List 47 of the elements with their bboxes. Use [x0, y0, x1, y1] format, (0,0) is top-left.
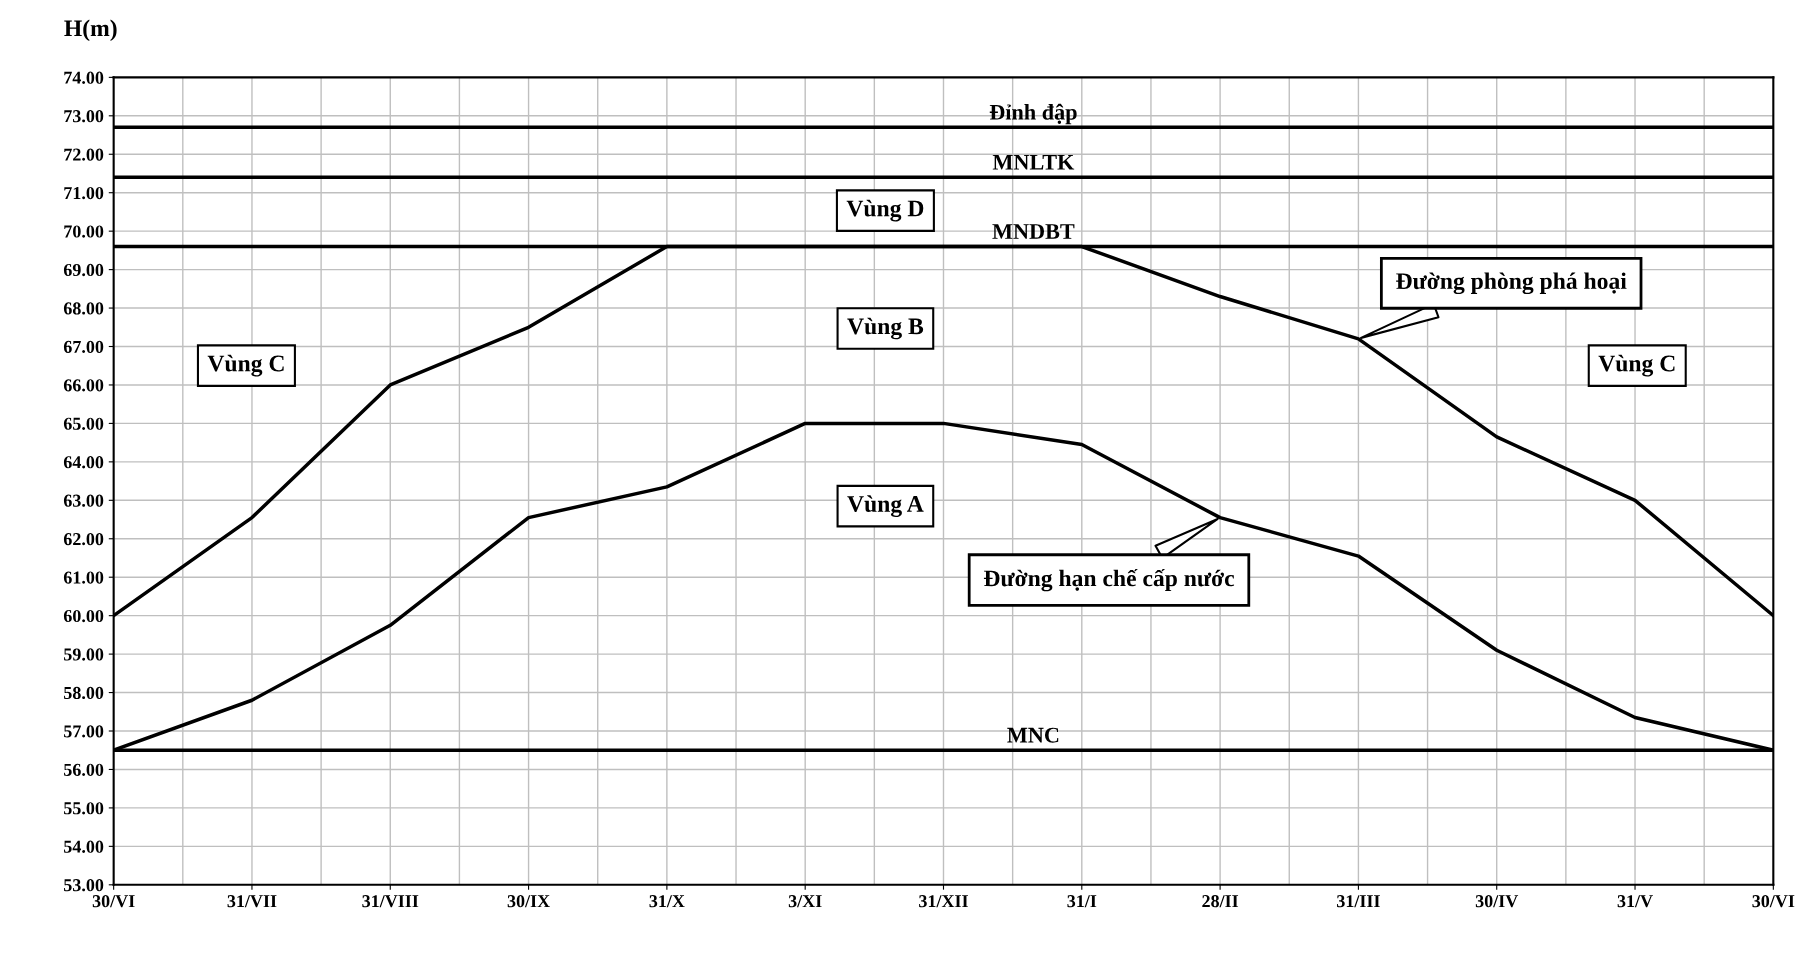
y-tick-label: 66.00 [63, 379, 104, 392]
x-tick-label: 31/XII [919, 895, 968, 908]
x-tick-label: 31/VIII [362, 895, 419, 908]
x-tick-label: 3/XI [788, 895, 822, 908]
x-tick-label: 30/VI [92, 895, 135, 908]
annotation: Vùng A [847, 495, 924, 517]
y-tick-label: 68.00 [63, 302, 104, 315]
y-tick-label: 74.00 [64, 71, 104, 84]
y-tick-label: 61.00 [63, 571, 104, 584]
x-tick-label: 31/III [1337, 895, 1380, 908]
ref-line-label: MNDBT [992, 224, 1075, 239]
y-tick-label: 62.00 [63, 533, 104, 546]
x-tick-label: 30/IX [507, 895, 550, 908]
ref-line-label: Đỉnh đập [989, 103, 1077, 125]
x-tick-label: 31/X [649, 895, 685, 908]
annotation: Vùng C [1598, 354, 1675, 377]
y-tick-label: 56.00 [64, 763, 104, 776]
y-tick-label: 64.00 [63, 456, 104, 469]
x-tick-label: 31/VII [227, 895, 277, 908]
annotation: Vùng D [846, 199, 924, 222]
y-tick-label: 69.00 [63, 263, 104, 277]
x-tick-label: 28/II [1202, 895, 1239, 908]
x-tick-label: 31/V [1617, 895, 1653, 908]
y-tick-label: 53.00 [64, 879, 104, 892]
y-tick-label: 73.00 [64, 110, 104, 123]
y-tick-label: 58.00 [64, 686, 104, 700]
ref-line-label: MNC [1007, 727, 1059, 743]
text: Đường phòng phá hoại [1396, 272, 1627, 295]
legend-label: Đường hạn chế cấp nước [983, 568, 1235, 592]
y-tick-label: 54.00 [64, 840, 104, 853]
annotation: Vùng B [847, 317, 924, 340]
y-tick-label: 70.00 [64, 225, 104, 238]
y-tick-label: 60.00 [63, 609, 104, 623]
x-tick-label: 31/I [1067, 895, 1097, 908]
y-tick-label: 59.00 [64, 648, 104, 661]
y-tick-label: 71.00 [64, 186, 104, 200]
x-tick-label: 30/IV [1475, 895, 1519, 908]
y-axis-title: H(m) [64, 19, 117, 42]
y-tick-label: 67.00 [63, 340, 104, 354]
y-tick-label: 65.00 [63, 417, 104, 430]
y-tick-label: 63.00 [63, 494, 104, 507]
y-tick-label: 72.00 [64, 148, 104, 161]
y-tick-label: 55.00 [64, 802, 104, 815]
annotation: Vùng C [207, 354, 284, 377]
x-tick-label: 30/VI [1752, 895, 1795, 908]
ref-line-label: MNLTK [992, 154, 1075, 170]
y-tick-label: 57.00 [64, 725, 104, 738]
